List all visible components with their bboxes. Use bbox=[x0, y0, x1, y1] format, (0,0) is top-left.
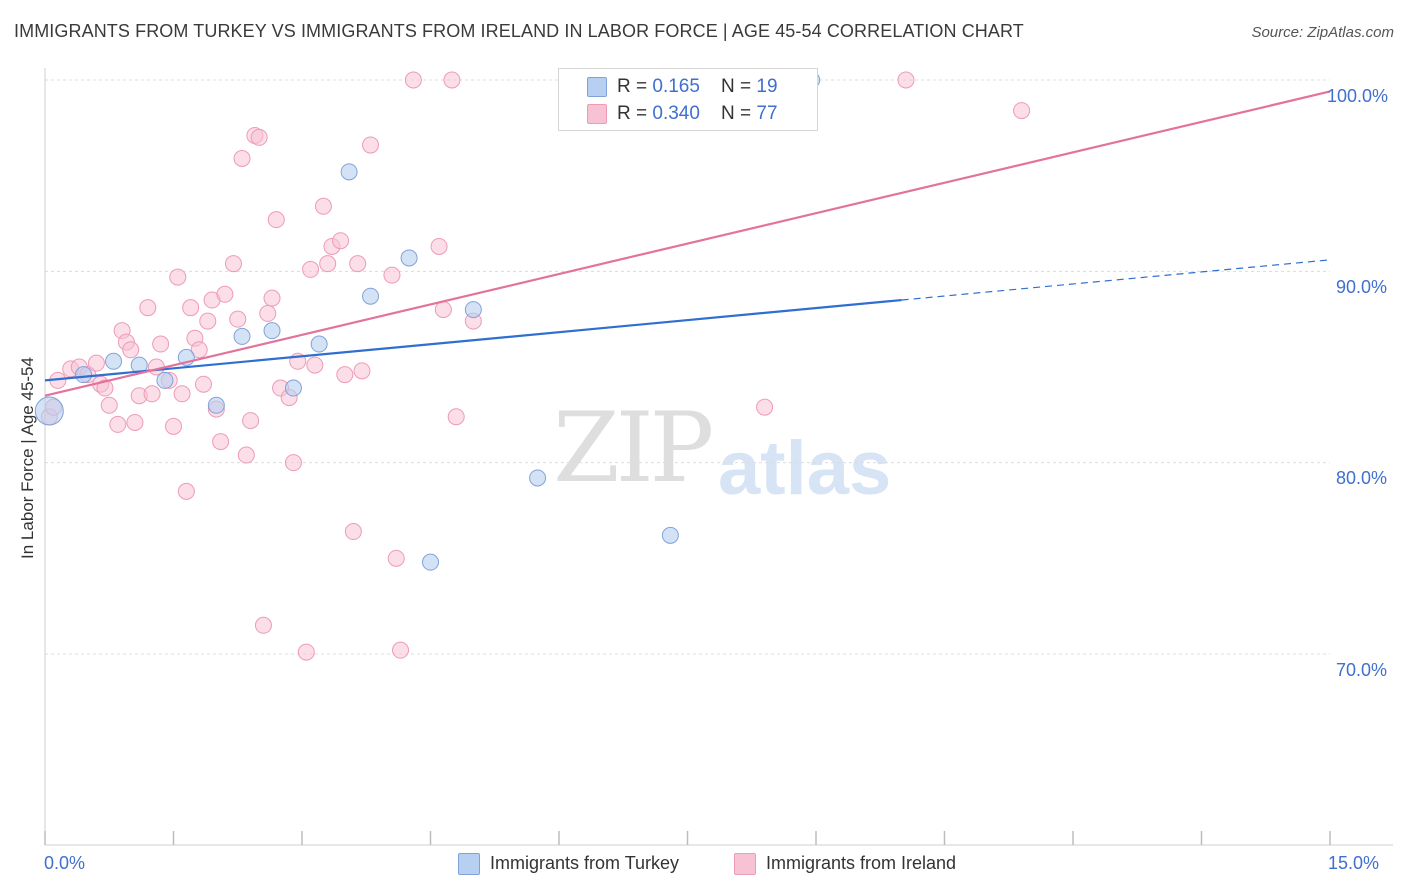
turkey-r-value: 0.165 bbox=[652, 76, 700, 97]
ireland-point bbox=[267, 211, 285, 229]
x-tick-label-min: 0.0% bbox=[44, 853, 86, 873]
ireland-point bbox=[302, 260, 320, 278]
turkey-point bbox=[400, 249, 418, 267]
ireland-r-label: R = bbox=[617, 103, 653, 124]
correlation-legend: R = 0.165 N = 19 R = 0.340 N = 77 bbox=[558, 68, 818, 131]
ireland-point bbox=[344, 523, 362, 541]
ireland-point bbox=[306, 356, 324, 374]
ireland-point bbox=[139, 299, 157, 317]
ireland-point bbox=[122, 341, 140, 359]
ireland-point bbox=[349, 255, 367, 273]
ireland-point bbox=[387, 549, 405, 567]
y-axis-label: In Labor Force | Age 45-54 bbox=[18, 357, 37, 559]
ireland-point bbox=[314, 197, 332, 215]
ireland-point bbox=[332, 232, 350, 250]
ireland-point bbox=[109, 415, 127, 433]
turkey-point bbox=[661, 526, 679, 544]
y-tick-label-100: 100.0% bbox=[1327, 86, 1389, 106]
ireland-point bbox=[199, 312, 217, 330]
ireland-point bbox=[259, 304, 277, 322]
ireland-point bbox=[194, 375, 212, 393]
turkey-point bbox=[464, 301, 482, 319]
ireland-point bbox=[362, 136, 380, 154]
y-tick-label-90: 90.0% bbox=[1336, 277, 1388, 297]
turkey-point bbox=[105, 352, 123, 370]
turkey-point bbox=[233, 327, 251, 345]
ireland-point bbox=[224, 255, 242, 273]
turkey-swatch bbox=[587, 77, 607, 97]
ireland-point bbox=[152, 335, 170, 353]
ireland-legend-label: Immigrants from Ireland bbox=[766, 853, 957, 873]
ireland-point bbox=[173, 385, 191, 403]
turkey-point bbox=[310, 335, 328, 353]
chart-title: IMMIGRANTS FROM TURKEY VS IMMIGRANTS FRO… bbox=[14, 21, 1024, 41]
turkey-point bbox=[263, 322, 281, 340]
turkey-point bbox=[34, 396, 64, 426]
watermark-zip: ZIP bbox=[553, 392, 714, 504]
turkey-point bbox=[284, 379, 302, 397]
ireland-point bbox=[126, 413, 144, 431]
turkey-r-label: R = bbox=[617, 76, 653, 97]
x-tick-label-max: 15.0% bbox=[1328, 853, 1380, 873]
turkey-n-label: N = bbox=[721, 76, 757, 97]
ireland-point bbox=[87, 354, 105, 372]
ireland-swatch bbox=[587, 104, 607, 124]
ireland-point bbox=[404, 71, 422, 89]
turkey-point bbox=[340, 163, 358, 181]
ireland-point bbox=[177, 482, 195, 500]
ireland-point bbox=[443, 71, 461, 89]
turkey-point bbox=[529, 469, 547, 487]
source-credit: Source: ZipAtlas.com bbox=[1251, 24, 1394, 41]
ireland-point bbox=[430, 237, 448, 255]
y-tick-label-70: 70.0% bbox=[1336, 660, 1388, 680]
turkey-legend-label: Immigrants from Turkey bbox=[490, 853, 680, 873]
ireland-point bbox=[250, 128, 268, 146]
ireland-point bbox=[233, 149, 251, 167]
ireland-point bbox=[447, 408, 465, 426]
turkey-trend-extension bbox=[901, 259, 1331, 301]
ireland-point bbox=[143, 385, 161, 403]
ireland-point bbox=[897, 71, 915, 89]
ireland-point bbox=[434, 301, 452, 319]
ireland-n-value: 77 bbox=[756, 103, 778, 124]
ireland-point bbox=[263, 289, 281, 307]
ireland-point bbox=[392, 641, 410, 659]
ireland-point bbox=[169, 268, 187, 286]
ireland-point bbox=[165, 417, 182, 435]
ireland-point bbox=[216, 285, 234, 303]
ireland-trend-line bbox=[44, 90, 1331, 397]
turkey-point bbox=[156, 371, 174, 389]
turkey-n-value: 19 bbox=[756, 76, 778, 97]
ireland-point bbox=[254, 616, 272, 634]
ireland-point bbox=[229, 310, 247, 328]
ireland-point bbox=[100, 396, 118, 414]
ireland-point bbox=[297, 643, 315, 661]
turkey-point bbox=[207, 396, 225, 414]
watermark-atlas: atlas bbox=[718, 426, 892, 511]
ireland-n-label: N = bbox=[721, 103, 757, 124]
ireland-point bbox=[242, 412, 260, 430]
ireland-point bbox=[336, 366, 354, 384]
ireland-point bbox=[237, 446, 255, 464]
ireland-point bbox=[96, 379, 114, 397]
turkey-point bbox=[362, 287, 380, 305]
ireland-point bbox=[756, 398, 774, 416]
ireland-point bbox=[319, 255, 337, 273]
ireland-point bbox=[383, 266, 401, 284]
ireland-point bbox=[190, 341, 208, 359]
turkey-trend-line bbox=[44, 298, 902, 382]
ireland-legend-swatch bbox=[734, 853, 756, 875]
ireland-point bbox=[212, 433, 230, 451]
turkey-point bbox=[422, 553, 439, 571]
y-tick-label-80: 80.0% bbox=[1336, 468, 1388, 488]
ireland-point bbox=[284, 454, 302, 472]
ireland-point bbox=[182, 299, 200, 317]
ireland-point bbox=[1013, 102, 1031, 120]
ireland-point bbox=[353, 362, 371, 380]
turkey-legend-swatch bbox=[458, 853, 480, 875]
turkey-point bbox=[75, 366, 93, 384]
ireland-r-value: 0.340 bbox=[652, 103, 700, 124]
